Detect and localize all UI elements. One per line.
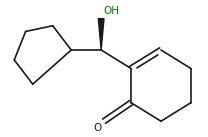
Text: OH: OH (103, 6, 119, 16)
Text: O: O (93, 123, 102, 133)
Polygon shape (98, 19, 104, 50)
